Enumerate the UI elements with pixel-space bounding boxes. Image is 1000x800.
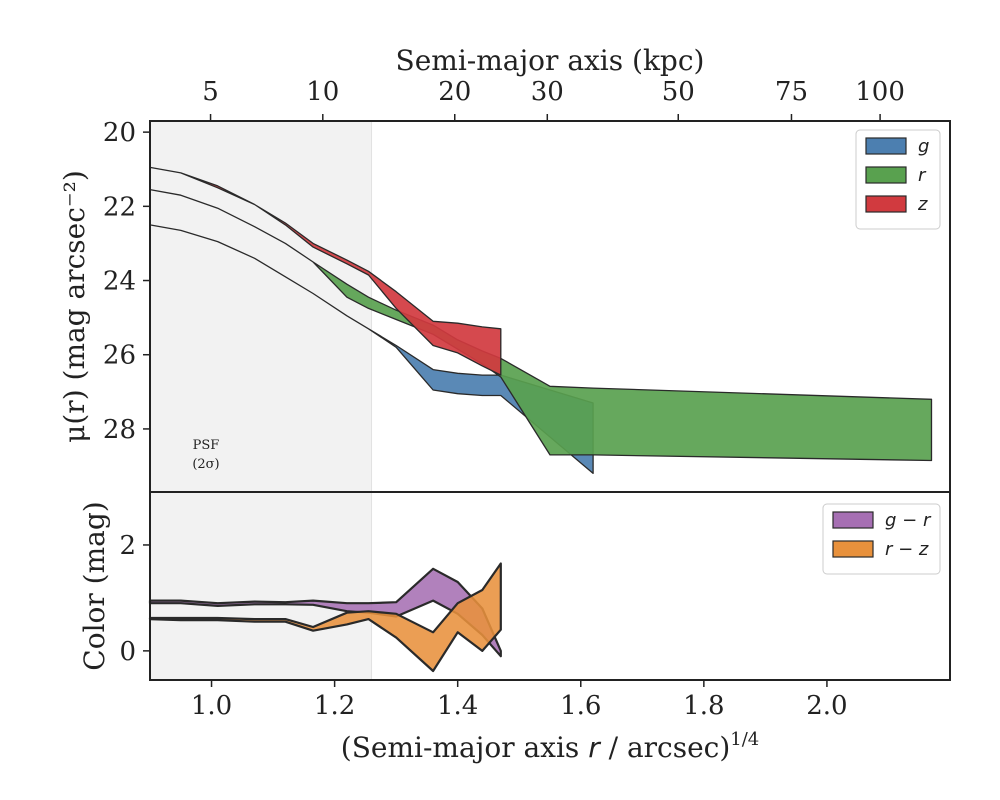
y-tick-label-top: 20 bbox=[103, 118, 136, 148]
bottom-panel-frame bbox=[149, 491, 951, 681]
top-tick-label: 10 bbox=[306, 77, 339, 107]
psf-region-bottom bbox=[150, 492, 372, 680]
top-axis-title: Semi-major axis (kpc) bbox=[396, 44, 705, 77]
y-tick-label-top: 26 bbox=[103, 341, 136, 371]
g-minus-r-series-band bbox=[148, 567, 502, 658]
bottom-legend-label: r − z bbox=[885, 539, 929, 560]
top-legend: grz bbox=[855, 129, 941, 230]
bottom-legend-swatch bbox=[832, 540, 874, 558]
psf-label-line2: (2σ) bbox=[192, 457, 219, 472]
legend-layer: grz g − r r − z bbox=[822, 129, 941, 575]
y-axis-title-bottom: Color (mag) bbox=[78, 501, 111, 670]
y-tick-label-bottom: 0 bbox=[119, 637, 136, 667]
top-tick-label: 75 bbox=[775, 77, 808, 107]
psf-label-line1: PSF bbox=[193, 438, 220, 453]
x-axis-title-variable: r bbox=[588, 731, 601, 764]
top-tick-label: 20 bbox=[438, 77, 471, 107]
top-tick-label: 100 bbox=[855, 77, 905, 107]
y-tick-label-bottom: 2 bbox=[119, 531, 136, 561]
top-tick-label: 5 bbox=[202, 77, 219, 107]
top-legend-swatch bbox=[865, 195, 907, 213]
x-tick-label: 1.4 bbox=[437, 691, 478, 721]
y-tick-label-top: 28 bbox=[103, 415, 136, 445]
bottom-legend-label: g − r bbox=[885, 510, 932, 531]
r-series-band bbox=[149, 188, 933, 462]
z-series-band bbox=[149, 166, 502, 376]
r-minus-z-series-band bbox=[148, 562, 502, 673]
top-tick-label: 50 bbox=[662, 77, 695, 107]
top-legend-swatch bbox=[865, 166, 907, 184]
bottom-legend-swatch bbox=[832, 511, 874, 529]
x-axis-title-rest: / arcsec) bbox=[600, 731, 731, 764]
x-tick-label: 2.0 bbox=[806, 691, 847, 721]
top-legend-label: g bbox=[918, 136, 929, 157]
top-legend-label: z bbox=[917, 194, 928, 215]
psf-region-top bbox=[150, 121, 372, 492]
top-tick-label: 30 bbox=[531, 77, 564, 107]
x-axis-title-main: (Semi-major axis bbox=[341, 731, 588, 764]
x-tick-label: 1.6 bbox=[560, 691, 601, 721]
y-axis-title-top: μ(r) (mag arcsec⁻²) bbox=[58, 170, 91, 443]
bottom-series-layer bbox=[148, 562, 502, 673]
x-tick-label: 1.8 bbox=[683, 691, 724, 721]
bottom-legend: g − r r − z bbox=[822, 503, 941, 575]
x-tick-label: 1.2 bbox=[314, 691, 355, 721]
y-tick-label-top: 22 bbox=[103, 192, 136, 222]
x-tick-label: 1.0 bbox=[191, 691, 232, 721]
x-axis-title: (Semi-major axis r / arcsec)1/4 bbox=[341, 729, 759, 764]
top-series-layer bbox=[149, 166, 933, 475]
x-axis-title-exponent: 1/4 bbox=[730, 729, 759, 750]
y-tick-label-top: 24 bbox=[103, 267, 136, 297]
tick-layer: 1.0 1.2 1.4 1.6 1.8 2.05 10 20 30 50 75 10020222426… bbox=[103, 77, 905, 721]
top-legend-swatch bbox=[865, 137, 907, 155]
top-legend-label: r bbox=[918, 165, 927, 186]
